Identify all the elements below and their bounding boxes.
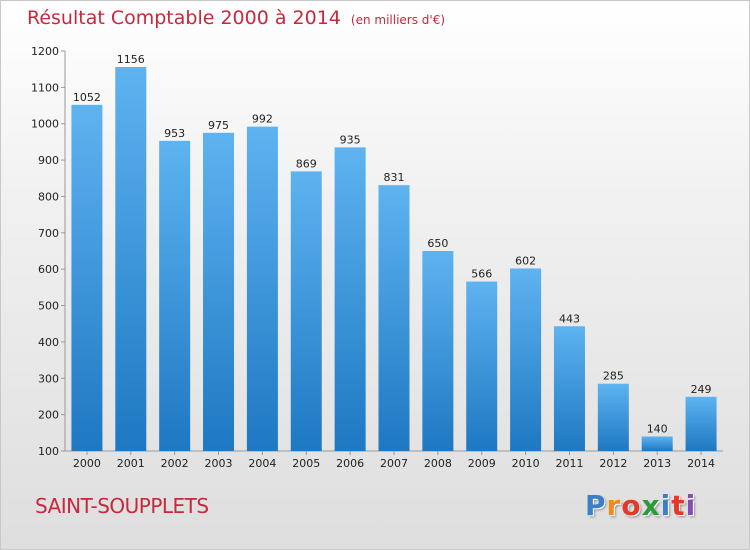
y-tick-label: 300 <box>38 372 59 385</box>
y-tick-label: 1000 <box>31 118 59 131</box>
bar <box>159 140 191 451</box>
x-tick-label: 2003 <box>205 457 233 470</box>
x-tick-label: 2011 <box>555 457 583 470</box>
chart-title-group: Résultat Comptable 2000 à 2014 (en millie… <box>27 7 445 29</box>
x-tick-label: 2005 <box>292 457 320 470</box>
logo-letter: x <box>641 489 661 522</box>
bar-value-label: 602 <box>515 254 536 267</box>
bar <box>510 268 542 451</box>
x-tick-label: 2001 <box>117 457 145 470</box>
x-tick-label: 2004 <box>248 457 276 470</box>
x-tick-label: 2010 <box>512 457 540 470</box>
place-name: SAINT-SOUPPLETS <box>35 494 209 518</box>
data-labels: 1052 1156 953 975 992 869 935 831 650 566 602 443 28… <box>73 53 712 435</box>
bar <box>290 171 322 451</box>
logo-letter: o <box>621 489 642 522</box>
y-tick-label: 1200 <box>31 45 59 58</box>
proxiti-logo: Proxiti <box>585 489 696 522</box>
logo-letter: P <box>585 489 607 522</box>
bar <box>553 326 585 451</box>
bar-value-label: 935 <box>340 133 361 146</box>
bar <box>246 126 278 452</box>
x-tick-label: 2009 <box>468 457 496 470</box>
x-tick-label: 2008 <box>424 457 452 470</box>
chart-title: Résultat Comptable 2000 à 2014 <box>27 7 341 29</box>
bar <box>466 281 498 451</box>
bar-value-label: 992 <box>252 113 273 126</box>
y-tick-label: 100 <box>38 445 59 458</box>
x-tick-label: 2013 <box>643 457 671 470</box>
logo-letter: r <box>606 489 622 522</box>
bar <box>115 67 147 451</box>
bar-value-label: 140 <box>647 422 668 435</box>
bar-value-label: 650 <box>427 237 448 250</box>
y-tick-label: 200 <box>38 409 59 422</box>
logo-letter: i <box>685 489 697 522</box>
logo-letter: t <box>671 489 686 522</box>
y-tick-label: 500 <box>38 300 59 313</box>
bar-value-label: 1052 <box>73 91 101 104</box>
bar-value-label: 975 <box>208 119 229 132</box>
bar-value-label: 566 <box>471 268 492 281</box>
bar <box>71 104 103 452</box>
bar-value-label: 869 <box>296 157 317 170</box>
bars <box>71 67 717 452</box>
x-tick-label: 2000 <box>73 457 101 470</box>
bar <box>422 251 454 451</box>
x-tick-label: 2012 <box>599 457 627 470</box>
y-tick-label: 900 <box>38 154 59 167</box>
bar-value-label: 285 <box>603 370 624 383</box>
bar-value-label: 831 <box>384 171 405 184</box>
y-tick-label: 700 <box>38 227 59 240</box>
bar-value-label: 443 <box>559 312 580 325</box>
x-tick-label: 2002 <box>161 457 189 470</box>
x-tick-label: 2007 <box>380 457 408 470</box>
y-tick-label: 1100 <box>31 81 59 94</box>
bar-value-label: 953 <box>164 127 185 140</box>
bar <box>597 383 629 451</box>
bar <box>203 132 235 451</box>
bar <box>685 396 717 451</box>
chart-subtitle: (en milliers d'€) <box>350 13 446 27</box>
bar-value-label: 1156 <box>117 53 145 66</box>
bar <box>378 185 410 451</box>
y-tick-label: 600 <box>38 263 59 276</box>
logo-letter: i <box>660 489 672 522</box>
x-tick-label: 2006 <box>336 457 364 470</box>
bar-value-label: 249 <box>691 383 712 396</box>
x-tick-label: 2014 <box>687 457 715 470</box>
bar <box>641 436 673 451</box>
y-tick-label: 400 <box>38 336 59 349</box>
bar <box>334 147 366 451</box>
y-tick-label: 800 <box>38 190 59 203</box>
